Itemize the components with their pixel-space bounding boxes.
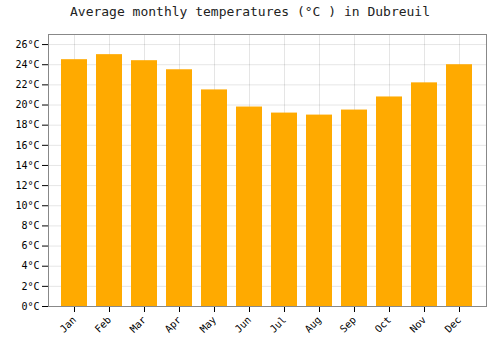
- svg-text:22°C: 22°C: [15, 79, 39, 90]
- svg-text:2°C: 2°C: [21, 281, 39, 292]
- svg-text:May: May: [198, 314, 219, 335]
- svg-text:20°C: 20°C: [15, 99, 39, 110]
- html-text:Average monthly temperatures (: Average monthly temperatures (°C ) in Du…: [70, 4, 430, 19]
- svg-text:Dec: Dec: [443, 314, 464, 335]
- svg-text:Jan: Jan: [58, 314, 79, 335]
- svg-text:18°C: 18°C: [15, 119, 39, 130]
- svg-text:0°C: 0°C: [21, 301, 39, 312]
- svg-text:Oct: Oct: [373, 314, 394, 335]
- svg-text:Jul: Jul: [268, 314, 289, 335]
- svg-text:Mar: Mar: [128, 314, 149, 335]
- svg-text:10°C: 10°C: [15, 200, 39, 211]
- svg-text:Jun: Jun: [233, 314, 254, 335]
- svg-text:Apr: Apr: [163, 314, 184, 335]
- svg-text:16°C: 16°C: [15, 140, 39, 151]
- svg-text:Feb: Feb: [93, 314, 114, 335]
- svg-text:26°C: 26°C: [15, 39, 39, 50]
- svg-text:Nov: Nov: [408, 314, 429, 335]
- svg-text:8°C: 8°C: [21, 220, 39, 231]
- svg-text:Aug: Aug: [303, 314, 324, 335]
- svg-text:4°C: 4°C: [21, 260, 39, 271]
- svg-text:12°C: 12°C: [15, 180, 39, 191]
- svg-text:14°C: 14°C: [15, 160, 39, 171]
- svg-text:6°C: 6°C: [21, 240, 39, 251]
- svg-text:24°C: 24°C: [15, 59, 39, 70]
- svg-text:Sep: Sep: [338, 314, 359, 335]
